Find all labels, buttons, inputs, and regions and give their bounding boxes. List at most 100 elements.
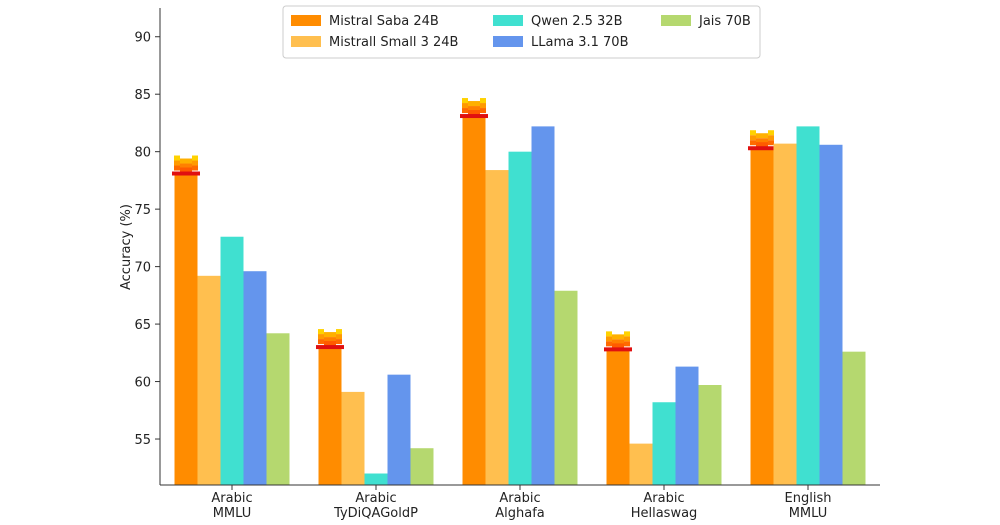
logo-bar — [172, 171, 200, 176]
logo-bar — [316, 345, 344, 350]
logo-block — [624, 336, 630, 342]
logo-block — [750, 135, 756, 141]
legend: Mistral Saba 24B Mistrall Small 3 24B Qwen… — [282, 5, 761, 59]
logo-block — [468, 101, 474, 107]
logo-block — [750, 140, 756, 146]
legend-swatch — [493, 36, 523, 47]
y-tick-label: 60 — [134, 376, 151, 391]
bar — [485, 170, 509, 485]
logo-bar — [748, 146, 776, 151]
legend-swatch — [291, 36, 321, 47]
logo-block — [612, 334, 618, 340]
logo-block — [324, 332, 330, 338]
y-tick-label: 55 — [134, 433, 151, 448]
logo-block — [606, 336, 612, 342]
logo-bar — [604, 347, 632, 352]
logo-block — [174, 155, 180, 161]
legend-label: Jais 70B — [698, 14, 751, 29]
logo-block — [618, 339, 624, 345]
logo-block — [336, 334, 342, 340]
logo-block — [768, 140, 774, 146]
logo-block — [462, 108, 468, 114]
logo-block — [624, 341, 630, 347]
logo-block — [768, 135, 774, 141]
bar — [174, 173, 198, 486]
bar — [410, 448, 434, 485]
mistral-logo-icon — [316, 329, 344, 350]
axes: Accuracy (%) 5560657075808590ArabicMMLUA… — [119, 8, 880, 521]
x-tick-label: MMLU — [789, 506, 828, 521]
logo-block — [330, 332, 336, 338]
y-tick-label: 85 — [134, 88, 151, 103]
logo-block — [462, 103, 468, 109]
y-tick-label: 90 — [134, 31, 151, 46]
bar — [341, 391, 365, 485]
x-tick-label: MMLU — [213, 506, 252, 521]
x-tick-label: Arabic — [211, 491, 252, 506]
x-tick-label: English — [785, 491, 832, 506]
bar — [554, 290, 578, 485]
bar — [652, 402, 676, 485]
bar — [220, 236, 244, 485]
logo-block — [186, 158, 192, 164]
logo-block — [618, 334, 624, 340]
bar — [606, 349, 630, 485]
logo-block — [606, 331, 612, 337]
bar — [819, 144, 843, 485]
bar — [508, 151, 532, 486]
mistral-logo-icon — [172, 155, 200, 176]
bar — [675, 366, 699, 485]
logo-block — [474, 110, 480, 116]
y-tick-label: 70 — [134, 261, 151, 276]
bar — [462, 116, 486, 486]
legend-box — [282, 5, 761, 59]
logo-block — [462, 98, 468, 104]
logo-block — [318, 339, 324, 345]
y-tick-label: 65 — [134, 318, 151, 333]
logo-block — [762, 142, 768, 148]
x-tick-label: Alghafa — [495, 506, 545, 521]
bar — [629, 443, 653, 485]
logo-block — [756, 142, 762, 148]
logo-block — [618, 343, 624, 349]
logo-block — [192, 155, 198, 161]
logo-block — [756, 138, 762, 144]
logo-block — [612, 343, 618, 349]
mistral-logo-icon — [748, 130, 776, 151]
logo-block — [762, 138, 768, 144]
logo-block — [186, 167, 192, 173]
logo-block — [756, 133, 762, 139]
mistral-logo-icon — [460, 98, 488, 119]
logo-block — [606, 341, 612, 347]
logo-block — [762, 133, 768, 139]
logo-block — [480, 108, 486, 114]
plot-area — [172, 98, 866, 486]
logo-block — [468, 106, 474, 112]
logo-block — [180, 158, 186, 164]
legend-label: Mistral Saba 24B — [329, 14, 439, 29]
logo-block — [768, 130, 774, 136]
logo-block — [330, 337, 336, 343]
bar — [318, 347, 342, 485]
x-tick-label: Arabic — [499, 491, 540, 506]
logo-block — [174, 165, 180, 171]
x-tick-label: TyDiQAGoldP — [333, 506, 418, 521]
logo-block — [318, 329, 324, 335]
bar — [364, 473, 388, 485]
logo-block — [330, 341, 336, 347]
logo-block — [480, 103, 486, 109]
x-tick-label: Arabic — [643, 491, 684, 506]
logo-block — [336, 329, 342, 335]
y-tick-label: 80 — [134, 146, 151, 161]
x-tick-label: Arabic — [355, 491, 396, 506]
logo-block — [624, 331, 630, 337]
legend-swatch — [291, 15, 321, 26]
logo-bar — [460, 114, 488, 119]
logo-block — [324, 337, 330, 343]
bar — [387, 374, 411, 485]
bar — [531, 126, 555, 486]
legend-swatch — [661, 15, 691, 26]
logo-block — [318, 334, 324, 340]
